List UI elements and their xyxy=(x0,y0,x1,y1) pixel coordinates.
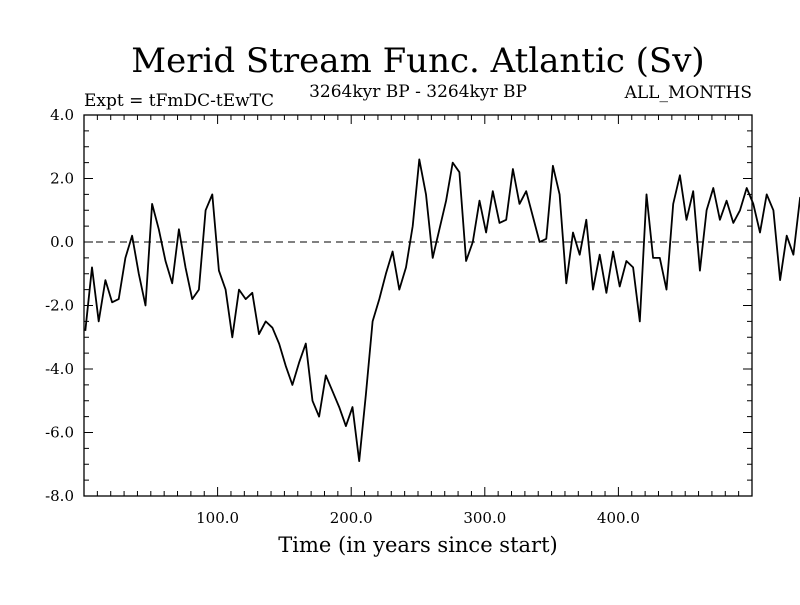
y-tick-label: -6.0 xyxy=(45,424,74,442)
months-label: ALL_MONTHS xyxy=(624,83,752,103)
x-tick-label: 100.0 xyxy=(196,509,239,527)
x-tick-label: 200.0 xyxy=(330,509,373,527)
chart-title: Merid Stream Func. Atlantic (Sv) xyxy=(131,41,704,81)
axis-ticks xyxy=(84,115,752,496)
y-tick-label: 2.0 xyxy=(50,170,74,188)
period-label: 3264kyr BP - 3264kyr BP xyxy=(309,82,527,102)
experiment-label: Expt = tFmDC-tEwTC xyxy=(84,91,274,111)
tick-labels: 100.0 200.0 300.0 400.0 -8.0 -6.0 -4.0 -2.0 0.0 2… xyxy=(45,106,640,527)
x-axis-label: Time (in years since start) xyxy=(278,533,557,557)
y-tick-label: -8.0 xyxy=(45,487,74,505)
y-tick-label: -2.0 xyxy=(45,297,74,315)
y-tick-label: 0.0 xyxy=(50,233,74,251)
y-tick-label: 4.0 xyxy=(50,106,74,124)
y-tick-label: -4.0 xyxy=(45,360,74,378)
series-line xyxy=(84,158,800,463)
x-tick-label: 300.0 xyxy=(463,509,506,527)
x-tick-label: 400.0 xyxy=(597,509,640,527)
series-group xyxy=(84,158,800,463)
